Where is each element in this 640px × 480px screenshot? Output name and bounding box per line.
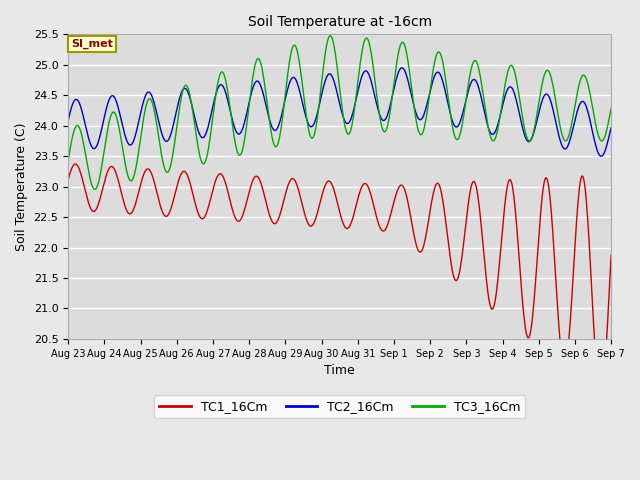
Y-axis label: Soil Temperature (C): Soil Temperature (C): [15, 122, 28, 251]
Text: SI_met: SI_met: [71, 39, 113, 49]
X-axis label: Time: Time: [324, 364, 355, 377]
Legend: TC1_16Cm, TC2_16Cm, TC3_16Cm: TC1_16Cm, TC2_16Cm, TC3_16Cm: [154, 395, 525, 418]
Title: Soil Temperature at -16cm: Soil Temperature at -16cm: [248, 15, 432, 29]
